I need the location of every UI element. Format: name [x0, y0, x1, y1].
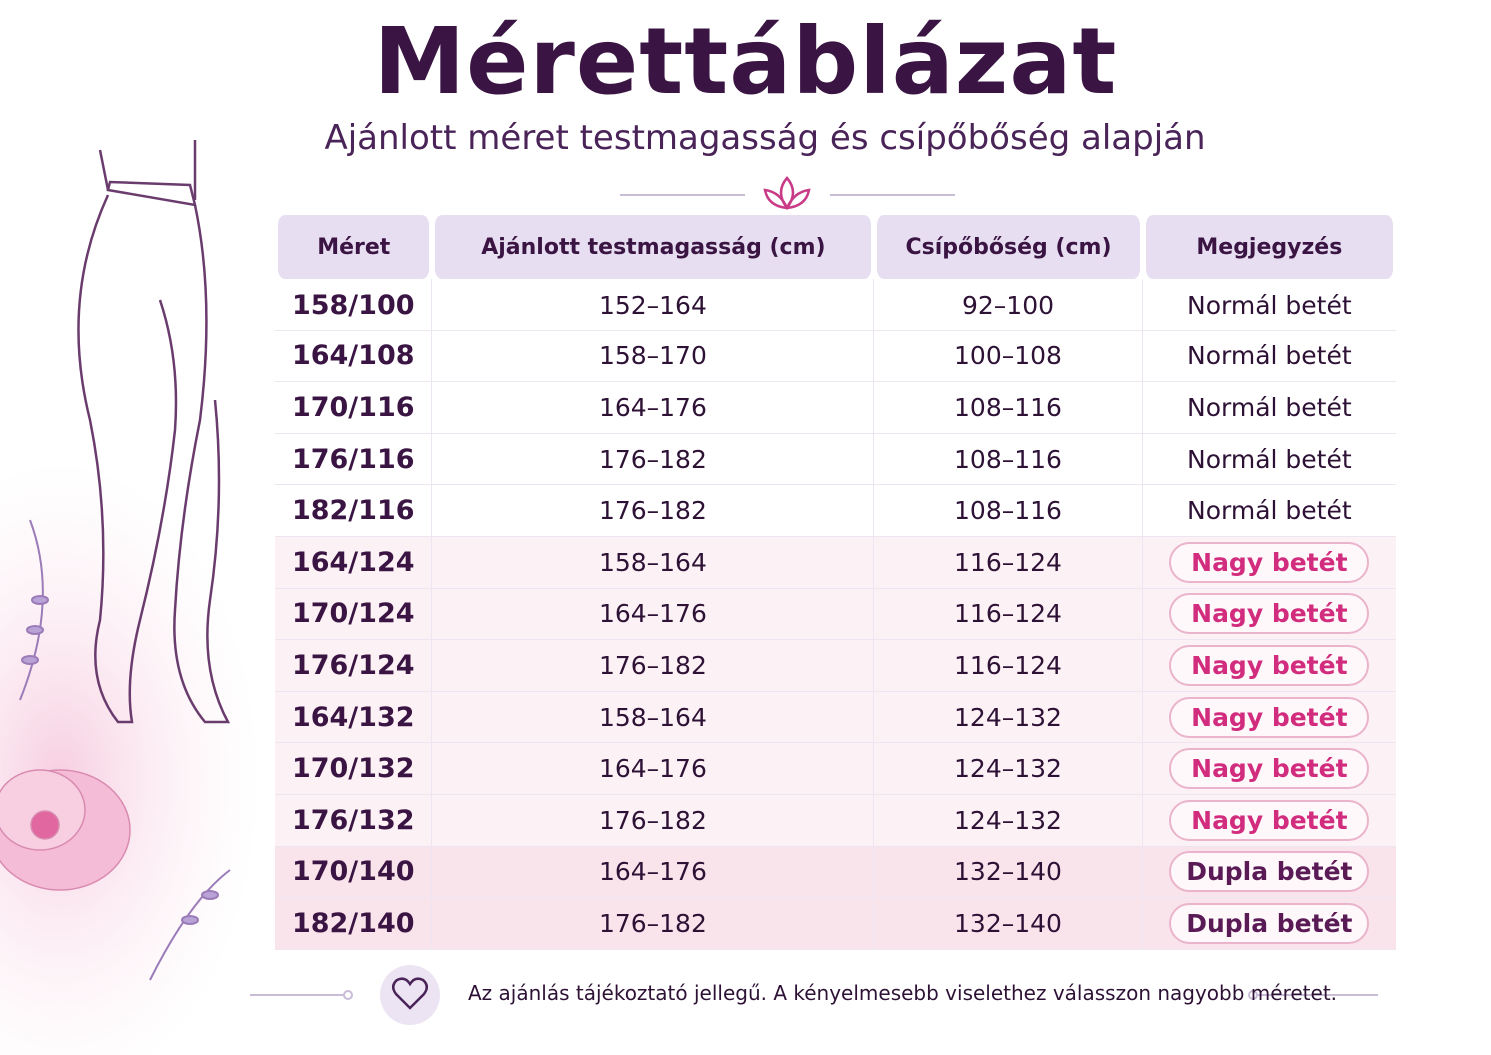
- range-cell: 164–176: [432, 382, 875, 434]
- note-cell: Normál betét: [1142, 485, 1396, 537]
- range-cell: 164–176: [432, 846, 875, 899]
- table-row: 170/140 164–176 132–140 Dupla betét: [275, 846, 1396, 899]
- range-cell: 152–164: [432, 279, 875, 331]
- column-header: Megjegyzés: [1142, 215, 1396, 279]
- note-cell: Normál betét: [1142, 331, 1396, 383]
- size-table: Méret Ajánlott testmagasság (cm) Csípőbősé…: [275, 215, 1396, 950]
- range-cell: 92–100: [874, 279, 1143, 331]
- note-badge: Normál betét: [1187, 392, 1352, 422]
- size-cell: 182/116: [275, 485, 433, 537]
- range-cell: 124–132: [874, 743, 1143, 795]
- range-cell: 108–116: [874, 485, 1143, 537]
- column-header: Méret: [275, 215, 433, 279]
- table-row: 170/132 164–176 124–132 Nagy betét: [275, 743, 1396, 795]
- note-badge: Nagy betét: [1169, 696, 1370, 738]
- range-cell: 124–132: [874, 794, 1143, 847]
- table-row: 158/100 152–164 92–100 Normál betét: [275, 279, 1396, 331]
- size-cell: 164/124: [275, 536, 433, 589]
- size-cell: 170/124: [275, 588, 433, 641]
- table-row: 176/116 176–182 108–116 Normál betét: [275, 433, 1396, 486]
- range-cell: 158–164: [432, 691, 875, 744]
- range-cell: 116–124: [874, 640, 1143, 692]
- size-cell: 176/132: [275, 794, 433, 847]
- note-badge: Normál betét: [1187, 290, 1352, 320]
- subtitle: Ajánlott méret testmagasság és csípőbősé…: [324, 118, 1206, 158]
- note-badge: Dupla betét: [1169, 902, 1370, 944]
- note-cell: Normál betét: [1142, 279, 1396, 331]
- note-cell: Nagy betét: [1142, 537, 1396, 589]
- note-cell: Nagy betét: [1142, 692, 1396, 744]
- note-cell: Normál betét: [1142, 434, 1396, 486]
- note-badge: Normál betét: [1187, 444, 1352, 474]
- table-body: 158/100 152–164 92–100 Normál betét 164/108 1…: [275, 279, 1396, 950]
- size-cell: 158/100: [275, 279, 433, 331]
- note-badge: Normál betét: [1187, 341, 1352, 371]
- range-cell: 176–182: [432, 794, 875, 847]
- column-header: Ajánlott testmagasság (cm): [432, 215, 875, 279]
- size-cell: 170/140: [275, 846, 433, 899]
- range-cell: 132–140: [874, 846, 1143, 899]
- range-cell: 116–124: [874, 588, 1143, 641]
- range-cell: 108–116: [874, 382, 1143, 434]
- footer-note: Az ajánlás tájékoztató jellegű. A kényel…: [468, 981, 1338, 1005]
- size-cell: 176/116: [275, 433, 433, 486]
- note-cell: Nagy betét: [1142, 743, 1396, 795]
- table-row: 170/124 164–176 116–124 Nagy betét: [275, 588, 1396, 641]
- note-badge: Nagy betét: [1169, 748, 1370, 790]
- range-cell: 158–164: [432, 536, 875, 589]
- size-cell: 164/132: [275, 691, 433, 744]
- note-cell: Dupla betét: [1142, 898, 1396, 950]
- table-row: 176/124 176–182 116–124 Nagy betét: [275, 640, 1396, 692]
- size-cell: 176/124: [275, 640, 433, 692]
- table-row: 182/140 176–182 132–140 Dupla betét: [275, 898, 1396, 950]
- range-cell: 176–182: [432, 640, 875, 692]
- table-row: 182/116 176–182 108–116 Normál betét: [275, 485, 1396, 537]
- size-cell: 170/132: [275, 743, 433, 795]
- note-badge: Nagy betét: [1169, 644, 1370, 686]
- range-cell: 158–170: [432, 330, 875, 383]
- range-cell: 164–176: [432, 743, 875, 795]
- note-cell: Normál betét: [1142, 382, 1396, 434]
- range-cell: 100–108: [874, 330, 1143, 383]
- range-cell: 164–176: [432, 588, 875, 641]
- table-row: 170/116 164–176 108–116 Normál betét: [275, 382, 1396, 434]
- title: Mérettáblázat: [373, 8, 1118, 115]
- note-cell: Dupla betét: [1142, 847, 1396, 899]
- range-cell: 176–182: [432, 898, 875, 950]
- range-cell: 116–124: [874, 536, 1143, 589]
- note-badge: Nagy betét: [1169, 593, 1370, 635]
- note-cell: Nagy betét: [1142, 640, 1396, 692]
- size-cell: 182/140: [275, 898, 433, 950]
- range-cell: 108–116: [874, 433, 1143, 486]
- note-cell: Nagy betét: [1142, 589, 1396, 641]
- range-cell: 176–182: [432, 485, 875, 537]
- note-badge: Normál betét: [1187, 496, 1352, 526]
- table-row: 164/132 158–164 124–132 Nagy betét: [275, 691, 1396, 744]
- note-badge: Nagy betét: [1169, 541, 1370, 583]
- range-cell: 176–182: [432, 433, 875, 486]
- table-row: 164/108 158–170 100–108 Normál betét: [275, 330, 1396, 383]
- table-row: 164/124 158–164 116–124 Nagy betét: [275, 536, 1396, 589]
- note-badge: Dupla betét: [1169, 851, 1370, 893]
- size-cell: 170/116: [275, 382, 433, 434]
- range-cell: 132–140: [874, 898, 1143, 950]
- table-row: 176/132 176–182 124–132 Nagy betét: [275, 794, 1396, 847]
- note-cell: Nagy betét: [1142, 795, 1396, 847]
- note-badge: Nagy betét: [1169, 799, 1370, 841]
- range-cell: 124–132: [874, 691, 1143, 744]
- header-row: Méret Ajánlott testmagasság (cm) Csípőbősé…: [275, 215, 1396, 279]
- column-header: Csípőbőség (cm): [874, 215, 1143, 279]
- size-cell: 164/108: [275, 330, 433, 383]
